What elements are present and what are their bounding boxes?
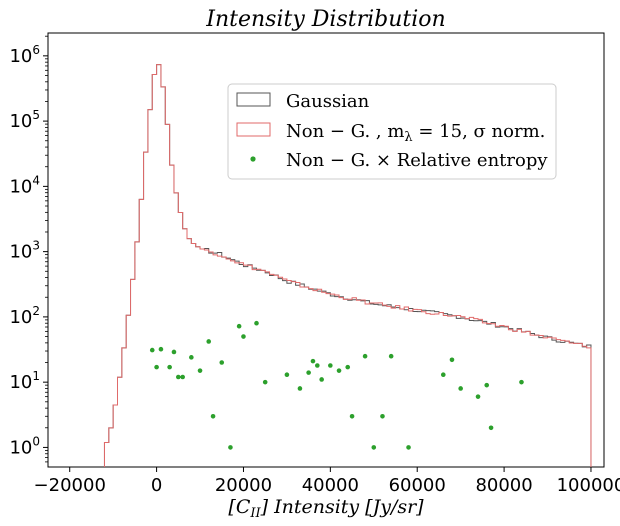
relative-entropy-point	[319, 377, 324, 382]
relative-entropy-point	[210, 413, 216, 419]
legend-label-relative-entropy: Non − G. × Relative entropy	[286, 150, 548, 171]
chart-title: Intensity Distribution	[205, 7, 445, 32]
x-tick-label: 20000	[215, 475, 272, 496]
relative-entropy-point	[440, 372, 446, 378]
y-tick-label: 106	[9, 43, 40, 67]
relative-entropy-point	[197, 368, 203, 373]
relative-entropy-point	[484, 382, 490, 388]
x-axis-label-main: C	[236, 496, 251, 518]
x-tick-label: 80000	[475, 475, 532, 496]
legend-swatch-gaussian	[236, 92, 271, 107]
relative-entropy-point	[284, 372, 290, 378]
relative-entropy-point	[154, 364, 159, 370]
y-tick-label: 100	[9, 434, 40, 458]
relative-entropy-point	[449, 357, 455, 363]
relative-entropy-point	[167, 364, 172, 370]
legend-label-gaussian: Gaussian	[286, 91, 370, 112]
relative-entropy-point	[345, 364, 351, 370]
plot-area	[103, 64, 592, 468]
legend-label-non-gaussian: Non − G. , mλ = 15, σ norm.	[286, 121, 545, 145]
relative-entropy-point	[254, 320, 259, 326]
legend-frame	[227, 83, 557, 180]
relative-entropy-point	[458, 386, 463, 391]
x-tick-label: 60000	[389, 475, 446, 496]
relative-entropy-point	[236, 323, 242, 329]
relative-entropy-point	[371, 445, 377, 450]
relative-entropy-point	[228, 445, 233, 450]
x-axis-label: [CII] Intensity [Jy/sr]	[228, 496, 424, 521]
x-tick-label: 100000	[557, 475, 620, 496]
x-axis-ticks: −20000 0 20000 40000 60000 80000 100000	[34, 467, 620, 496]
y-tick-label: 105	[9, 108, 40, 132]
relative-entropy-point	[297, 386, 303, 391]
relative-entropy-point	[336, 368, 342, 373]
relative-entropy-point	[219, 360, 225, 365]
x-tick-label: −20000	[34, 475, 106, 496]
relative-entropy-point	[180, 374, 185, 380]
relative-entropy-point	[149, 347, 155, 353]
axes-border	[47, 32, 605, 468]
y-tick-label: 101	[9, 369, 40, 393]
x-axis-label-open: [	[228, 496, 236, 518]
relative-entropy-point	[310, 358, 316, 364]
legend-marker-relative-entropy	[250, 156, 256, 162]
axes-frame	[47, 32, 605, 468]
relative-entropy-point	[475, 394, 481, 399]
relative-entropy-point	[306, 370, 311, 375]
y-tick-label: 103	[9, 239, 40, 263]
relative-entropy-point	[158, 346, 164, 352]
relative-entropy-point	[328, 363, 333, 368]
relative-entropy-point	[519, 379, 524, 385]
relative-entropy-point	[488, 425, 494, 431]
y-axis-ticks: 100 101 102 103 104 105 106	[9, 35, 48, 463]
relative-entropy-point	[189, 355, 194, 360]
x-axis-label-subscript: II	[249, 506, 261, 521]
relative-entropy-point	[362, 353, 368, 359]
relative-entropy-point	[315, 363, 320, 368]
x-tick-label: 40000	[302, 475, 359, 496]
relative-entropy-point	[171, 349, 177, 355]
y-tick-label: 102	[9, 304, 40, 328]
y-tick-label: 104	[9, 173, 40, 197]
relative-entropy-point	[206, 339, 212, 344]
x-tick-label: 0	[151, 475, 162, 496]
relative-entropy-point	[406, 445, 411, 450]
relative-entropy-point	[262, 379, 268, 385]
relative-entropy-point	[241, 334, 246, 339]
relative-entropy-point	[176, 374, 181, 380]
legend-swatch-non-gaussian	[236, 122, 271, 137]
x-axis-label-rest: ] Intensity [Jy/sr]	[260, 496, 425, 518]
relative-entropy-point	[388, 353, 394, 359]
relative-entropy-point	[380, 413, 385, 419]
relative-entropy-point	[349, 413, 355, 419]
histogram-series-1	[103, 64, 592, 468]
legend: Gaussian Non − G. , mλ = 15, σ norm. Non…	[227, 83, 557, 180]
